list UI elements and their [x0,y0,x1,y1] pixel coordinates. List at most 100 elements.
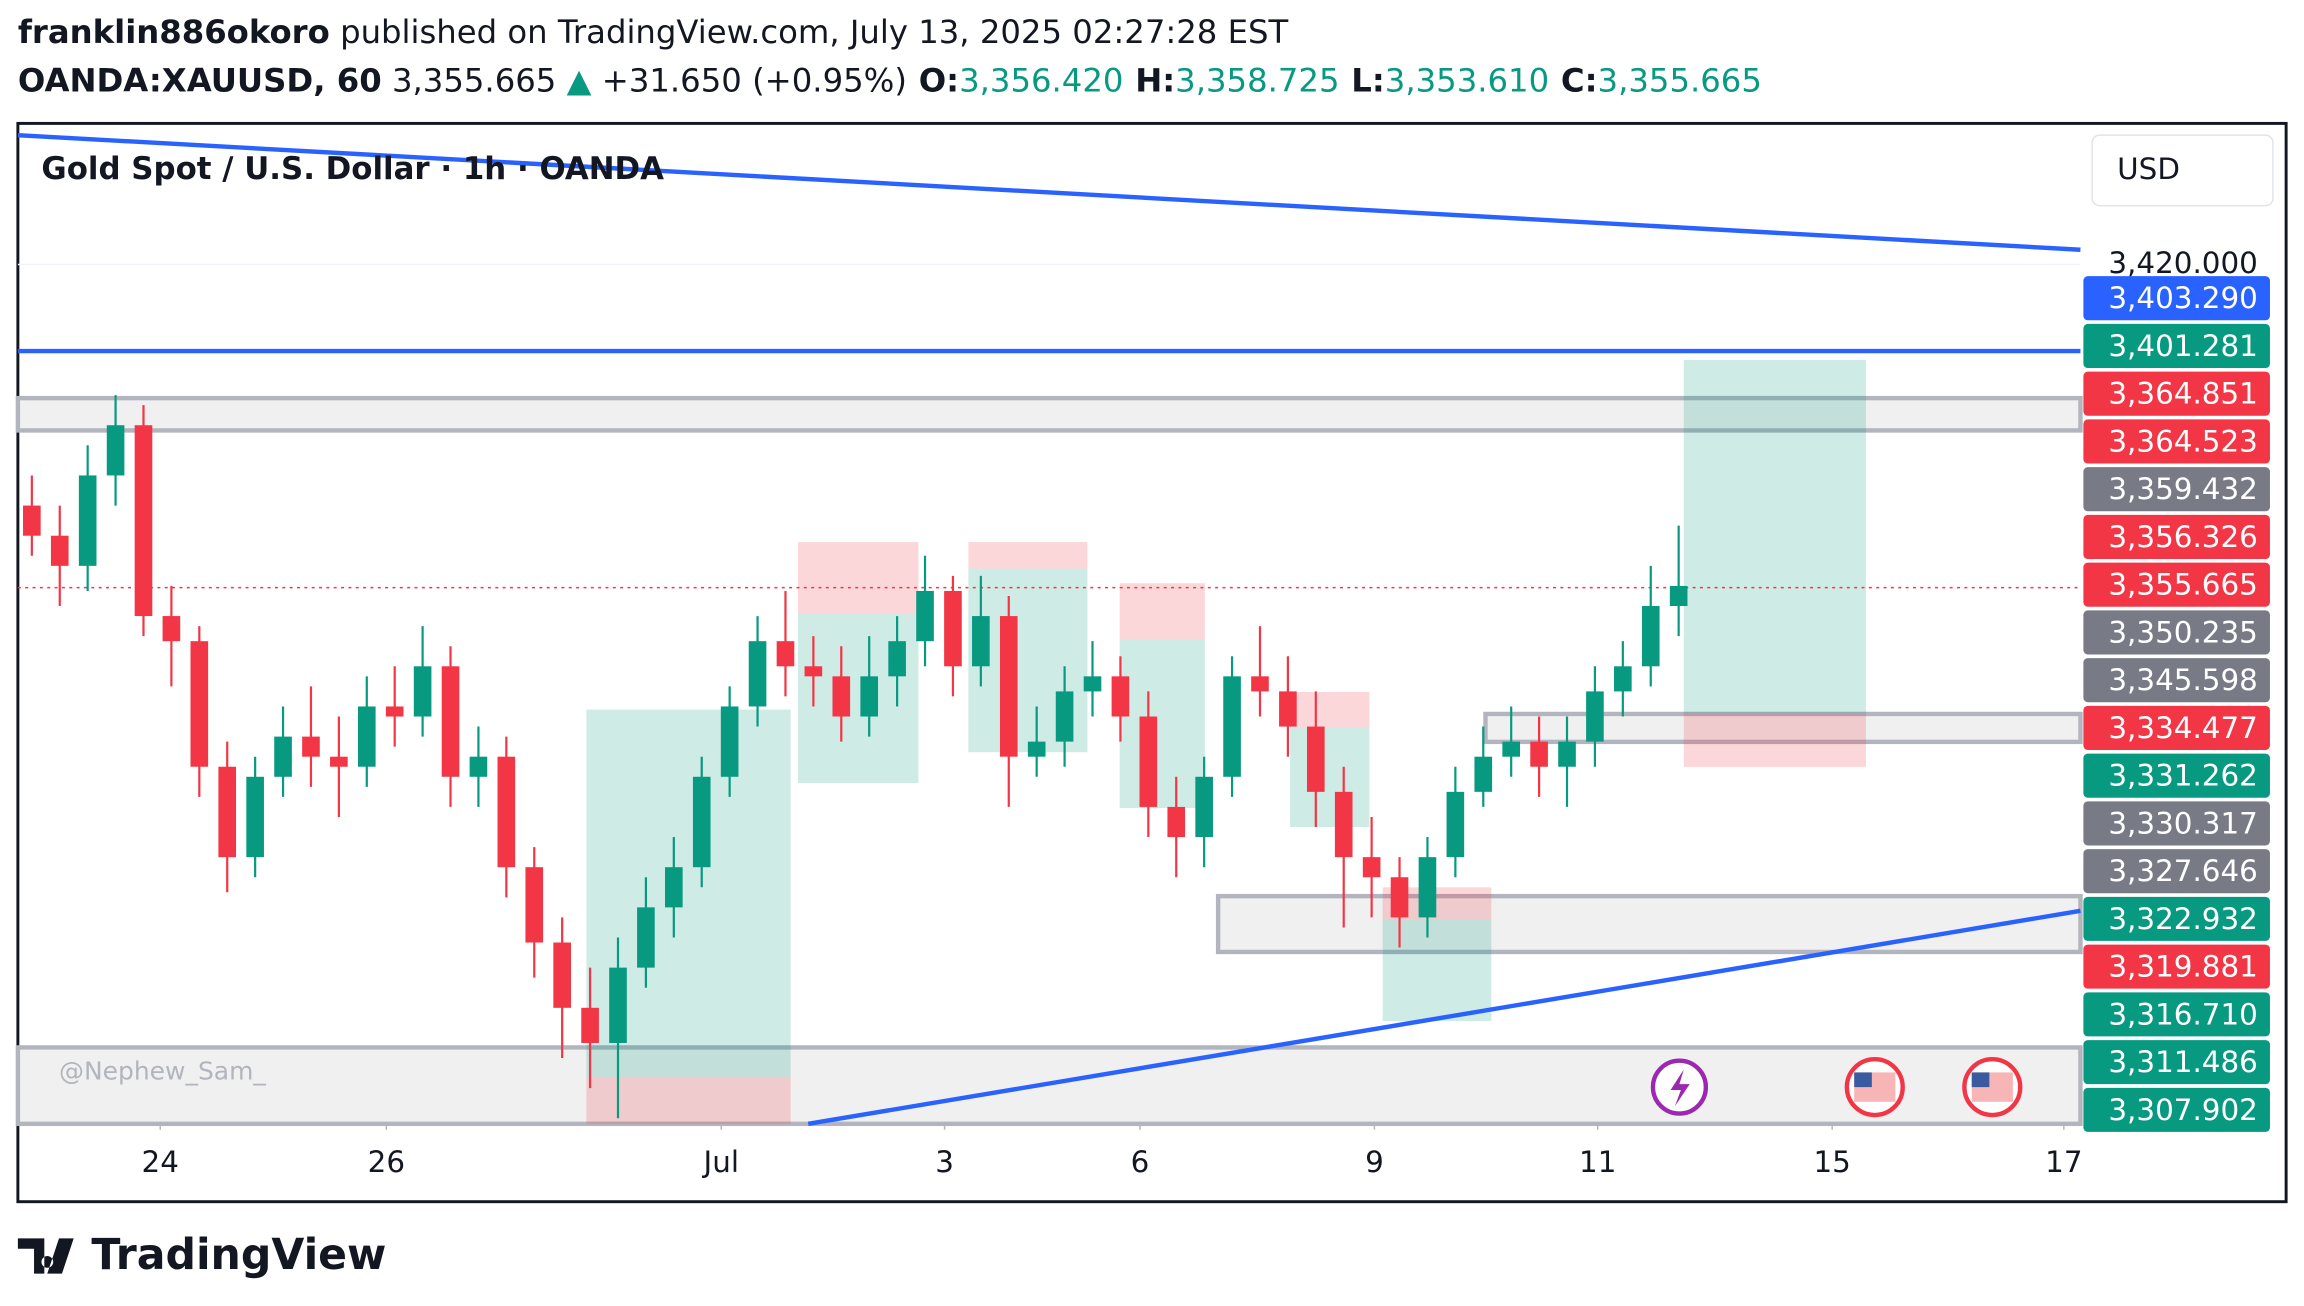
candle-body [246,776,264,858]
y-tick-label: 3,420.000 [2108,246,2257,280]
x-tick-label: 6 [1131,1145,1150,1179]
candle-body [1362,857,1381,878]
target-box [1290,727,1370,828]
chart-title: Gold Spot / U.S. Dollar · 1h · OANDA [41,151,664,187]
candle-body [218,766,237,858]
candle-body [357,706,376,767]
candle-body [1027,741,1046,757]
stop-box [1290,691,1370,728]
candle-body [776,641,795,667]
price-label-box [2083,849,2270,894]
target-box [797,614,919,784]
candle-body [1669,585,1688,607]
candle-body [609,967,627,1043]
candle-body [162,616,181,642]
candle-body [190,641,209,767]
symbol: OANDA:XAUUSD, 60 [18,61,382,99]
candle-body [441,666,460,777]
price-label-box [2083,801,2270,846]
price-label-box [2083,467,2270,512]
target-box [1119,639,1205,808]
candle-body [1139,716,1158,807]
header-line-1: franklin886okoro published on TradingVie… [18,13,1289,51]
stop-box [797,542,919,615]
price-label: 3,350.235 [2108,615,2257,649]
x-tick-label: 17 [2045,1145,2082,1179]
zone [15,395,2083,433]
logo: TradingView [17,1230,386,1280]
price-label-box [2083,896,2270,941]
candle-body [469,756,488,777]
arrow: ▲ [567,61,592,99]
candle-body [1223,676,1241,777]
ohlc-key: C: [1561,61,1598,99]
candle-body [413,666,432,717]
candle-body [888,641,906,677]
x-tick-label: 11 [1579,1145,1616,1179]
event-icons [1650,1056,2023,1118]
candle-body [1390,877,1409,918]
currency[interactable]: USD [2117,152,2180,186]
price-label-box [2083,514,2270,559]
price-label: 3,364.523 [2108,424,2257,458]
x-tick-label: 9 [1365,1145,1384,1179]
candle-body [1502,741,1521,757]
stop-box [1683,713,1866,767]
candle-body [50,535,69,566]
chart-frame [16,121,2288,1204]
candle-body [134,425,153,617]
price-label: 3,322.932 [2108,902,2257,936]
price-label-box [2083,944,2270,989]
candle-body [497,756,516,868]
stop-box [1119,583,1205,640]
price-label: 3,359.432 [2108,472,2257,506]
x-tick-label: 3 [935,1145,954,1179]
price-label: 3,345.598 [2108,663,2257,697]
trend-line [807,908,2081,1127]
price-label-box [2083,610,2270,655]
price-label-box [2083,562,2270,607]
candle-body [581,1007,599,1043]
watermark: @Nephew_Sam_ [59,1056,266,1085]
price-label: 3,403.290 [2108,281,2257,315]
price-label: 3,311.486 [2108,1045,2257,1079]
price-label: 3,327.646 [2108,854,2257,888]
candle-body [106,425,125,476]
candle-body [1334,791,1353,858]
candle-body [23,505,41,536]
price-label-box [2083,1087,2270,1132]
price-label-box [2083,1040,2270,1085]
price-label-box [2083,658,2270,703]
last: 3,355.665 [392,61,556,99]
event-icon-glyph [1670,1069,1690,1107]
price-label: 3,316.710 [2108,997,2257,1031]
candle-body [385,706,404,717]
price-label-box [2083,371,2270,416]
candle-body [1614,666,1632,692]
price-label: 3,307.902 [2108,1093,2257,1127]
brand: TradingView [91,1230,386,1280]
currency-box[interactable] [2091,134,2274,207]
candle-body [665,867,683,908]
header-line-2: OANDA:XAUUSD, 60 3,355.665 ▲ +31.650 (+0… [18,61,1762,99]
x-tick-label: 24 [142,1145,179,1179]
price-label: 3,331.262 [2108,759,2257,793]
candle-body [1111,676,1130,717]
candle-body [78,475,97,566]
published: published on TradingView.com, July 13, 2… [340,13,1288,51]
candle-body [553,942,571,1008]
ohlc-value: 3,353.610 [1385,61,1549,99]
ohlc-value: 3,358.725 [1175,61,1339,99]
candle-body [860,676,879,717]
price-label: 3,401.281 [2108,329,2257,363]
price-label-box [2083,753,2270,798]
candle-body [637,907,655,968]
price-label-box [2083,419,2270,464]
flag [1971,1072,1990,1088]
x-tick-label: Jul [702,1145,739,1179]
candle-body [1586,691,1604,742]
zone [15,1045,2083,1127]
target-box [1382,919,1492,1022]
ohlc-value: 3,355.665 [1598,61,1762,99]
